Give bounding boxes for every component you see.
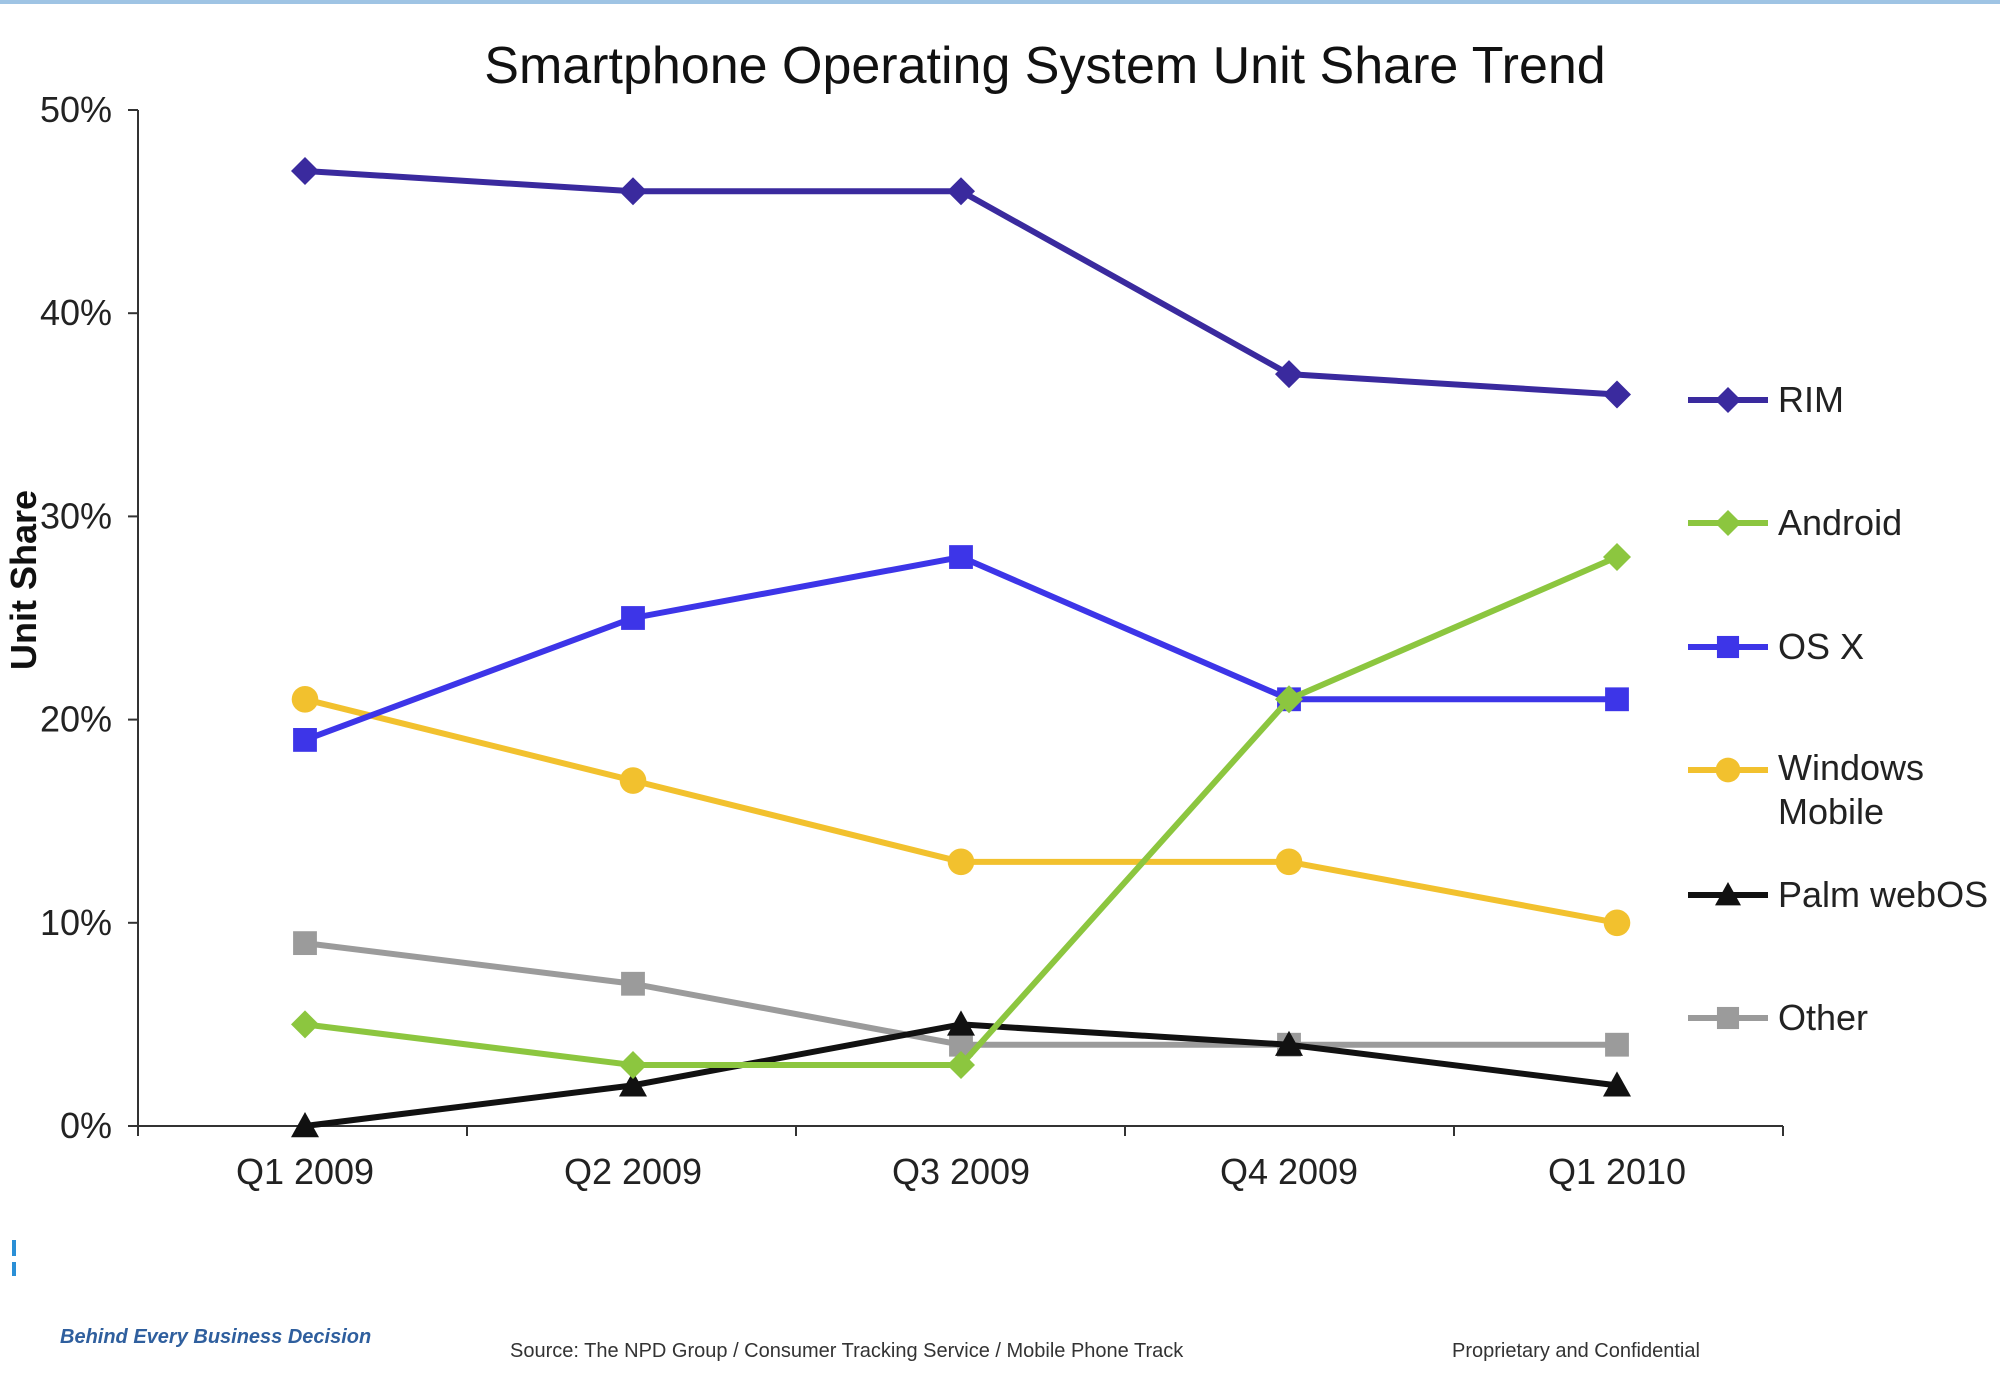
data-point-palm-webos <box>1603 1071 1631 1097</box>
chart-title: Smartphone Operating System Unit Share T… <box>484 37 1605 95</box>
x-tick-label: Q1 2009 <box>236 1151 374 1192</box>
series-palm-webos <box>291 1010 1631 1138</box>
data-point-palm-webos <box>947 1010 975 1036</box>
data-point-windows-mobile <box>619 767 647 794</box>
data-point-palm-webos <box>619 1071 647 1097</box>
axes <box>137 110 1783 1127</box>
footer: Behind Every Business Decision Source: T… <box>12 1240 1700 1362</box>
y-axis-title: Unit Share <box>3 490 44 670</box>
legend-item-rim: RIM <box>1688 379 1844 420</box>
data-point-windows-mobile <box>1275 848 1303 876</box>
data-point-other <box>621 971 645 996</box>
legend-swatch-marker <box>1716 635 1740 659</box>
legend-label: Windows Mobile <box>1778 747 1924 832</box>
series-other <box>293 931 1629 1057</box>
data-point-os-x <box>949 545 973 569</box>
y-tick-label: 10% <box>40 902 112 943</box>
data-point-other <box>949 1032 973 1057</box>
legend-label: RIM <box>1778 379 1844 420</box>
legend-item-windows-mobile: Windows Mobile <box>1688 747 1924 832</box>
series-layer <box>291 156 1631 1138</box>
series-os-x <box>293 545 1629 752</box>
footer-source: Source: The NPD Group / Consumer Trackin… <box>510 1340 1184 1362</box>
series-line-windows-mobile <box>304 696 1618 926</box>
data-point-rim <box>1275 360 1303 389</box>
data-point-windows-mobile <box>1603 909 1631 937</box>
legend-swatch-marker <box>1715 757 1741 783</box>
y-tick-label: 50% <box>40 89 112 130</box>
data-point-palm-webos <box>1275 1030 1303 1056</box>
footer-confidential: Proprietary and Confidential <box>1452 1340 1700 1362</box>
footer-accent-bar <box>12 1240 16 1256</box>
y-tick-label: 40% <box>40 292 112 333</box>
footer-tagline: Behind Every Business Decision <box>60 1326 371 1348</box>
data-point-android <box>1603 543 1631 572</box>
data-point-other <box>1605 1032 1629 1057</box>
legend-item-other: Other <box>1688 997 1868 1038</box>
footer-accent-bar-2 <box>12 1262 16 1276</box>
data-point-windows-mobile <box>947 848 975 876</box>
data-point-android <box>619 1051 647 1080</box>
x-tick-label: Q3 2009 <box>892 1151 1030 1192</box>
legend-label: Palm webOS <box>1778 874 1988 915</box>
x-tick-label: Q4 2009 <box>1220 1151 1358 1192</box>
legend-item-android: Android <box>1688 502 1902 543</box>
data-point-android <box>291 1010 319 1039</box>
y-tick-label: 20% <box>40 699 112 740</box>
data-point-os-x <box>293 728 317 752</box>
legend-swatch-marker <box>1715 882 1741 906</box>
series-android <box>291 543 1631 1080</box>
series-windows-mobile <box>291 685 1631 937</box>
data-point-rim <box>619 177 647 206</box>
y-tick-labels: 0% 10% 20% 30% 40% 50% <box>40 89 138 1146</box>
legend-label: Android <box>1778 502 1902 543</box>
x-tick-label: Q2 2009 <box>564 1151 702 1192</box>
data-point-windows-mobile <box>291 685 319 713</box>
legend-swatch-marker <box>1715 510 1741 536</box>
data-point-rim <box>291 156 319 185</box>
data-point-rim <box>1603 380 1631 409</box>
y-tick-label: 30% <box>40 495 112 536</box>
legend-label: OS X <box>1778 626 1864 667</box>
legend: RIM Android OS X Windows Mobile Palm webOS Oth… <box>1688 379 1988 1038</box>
legend-label: Other <box>1778 997 1868 1038</box>
x-tick-labels: Q1 2009 Q2 2009 Q3 2009 Q4 2009 Q1 2010 <box>137 1126 1784 1192</box>
series-line-android <box>304 554 1619 1069</box>
legend-item-os-x: OS X <box>1688 626 1864 667</box>
data-point-other <box>293 931 317 956</box>
data-point-rim <box>947 177 975 206</box>
series-rim <box>291 156 1631 409</box>
data-point-android <box>947 1051 975 1080</box>
legend-swatch-marker <box>1715 387 1741 413</box>
data-point-os-x <box>621 606 645 630</box>
data-point-palm-webos <box>291 1112 319 1138</box>
series-line-os-x <box>303 554 1617 743</box>
data-point-android <box>1275 685 1303 714</box>
x-tick-label: Q1 2010 <box>1548 1151 1686 1192</box>
legend-swatch-marker <box>1716 1006 1740 1030</box>
legend-item-palm-webos: Palm webOS <box>1688 874 1988 915</box>
y-tick-label: 0% <box>60 1105 112 1146</box>
top-rule <box>0 0 2000 4</box>
data-point-os-x <box>1605 687 1629 712</box>
